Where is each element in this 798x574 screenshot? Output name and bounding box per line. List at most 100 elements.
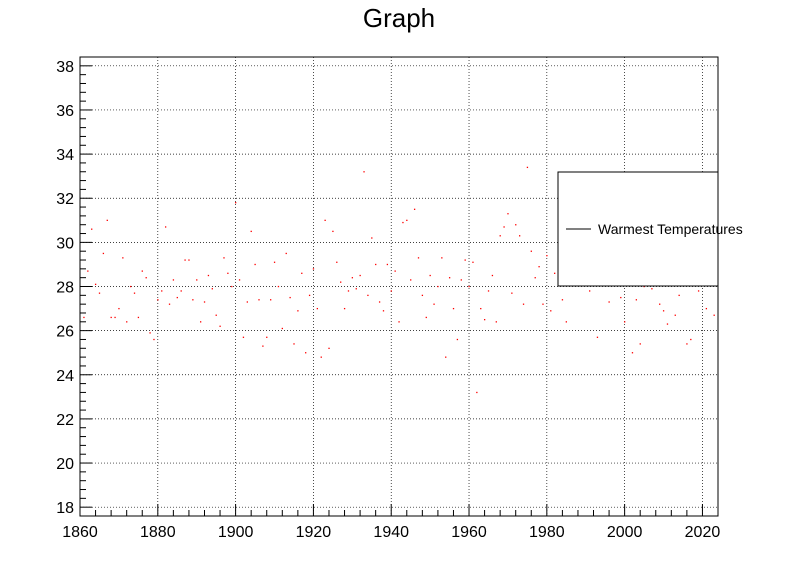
data-point	[678, 294, 680, 297]
data-point	[402, 221, 404, 224]
data-point	[643, 285, 645, 288]
data-point	[674, 314, 676, 316]
data-point	[441, 257, 443, 259]
data-points	[83, 166, 715, 394]
data-point	[196, 279, 198, 281]
data-point	[542, 303, 544, 305]
data-point	[429, 274, 431, 277]
data-point	[332, 230, 334, 233]
data-point	[386, 263, 389, 266]
data-point	[697, 290, 700, 292]
data-point	[231, 285, 233, 288]
data-point	[507, 213, 509, 215]
data-point	[301, 272, 303, 274]
data-point	[87, 270, 89, 272]
data-point	[659, 303, 661, 305]
data-point	[620, 296, 622, 299]
data-point	[448, 277, 451, 279]
data-point	[137, 316, 140, 319]
data-point	[499, 235, 501, 237]
legend-entry-label: Warmest Temperatures	[598, 221, 743, 237]
data-point	[316, 307, 319, 310]
data-point	[270, 299, 272, 301]
data-point	[651, 288, 653, 290]
data-point	[371, 237, 373, 239]
y-tick-label: 32	[56, 191, 74, 208]
data-point	[456, 338, 459, 341]
data-point	[180, 290, 182, 292]
x-tick-label: 1960	[451, 524, 487, 541]
x-tick-label: 2000	[607, 524, 643, 541]
data-point	[437, 285, 439, 288]
data-point	[141, 270, 143, 272]
x-tick-label: 1900	[218, 524, 254, 541]
data-point	[176, 296, 178, 299]
data-point	[235, 202, 237, 204]
data-point	[686, 343, 688, 345]
data-point	[550, 310, 552, 312]
data-point	[188, 259, 190, 261]
data-point	[215, 314, 217, 316]
chart-title: Graph	[363, 3, 435, 33]
data-point	[538, 266, 540, 268]
data-point	[367, 294, 369, 297]
data-point	[480, 307, 482, 310]
data-point	[281, 327, 283, 330]
data-point	[168, 303, 171, 305]
data-point	[118, 307, 120, 310]
data-point	[666, 323, 669, 325]
y-tick-label: 28	[56, 280, 74, 297]
data-point	[133, 292, 136, 294]
data-point	[351, 277, 354, 279]
data-point	[518, 235, 521, 237]
data-point	[417, 257, 420, 259]
data-point	[382, 310, 385, 312]
data-point	[153, 338, 155, 341]
data-point	[375, 263, 377, 266]
data-point	[285, 252, 287, 255]
data-point	[129, 285, 132, 288]
data-point	[472, 261, 474, 263]
data-point	[608, 301, 610, 303]
data-point	[631, 352, 634, 354]
y-tick-label: 38	[56, 59, 74, 76]
data-point	[223, 257, 225, 259]
x-tick-label: 1880	[140, 524, 176, 541]
data-point	[476, 391, 478, 394]
data-point	[312, 268, 315, 270]
data-point	[273, 261, 276, 263]
data-point	[511, 292, 513, 294]
data-point	[157, 299, 159, 301]
data-point	[184, 259, 186, 261]
data-point	[192, 299, 194, 301]
data-point	[347, 290, 350, 292]
data-point	[336, 261, 338, 263]
data-point	[297, 310, 299, 312]
data-point	[406, 219, 408, 221]
data-point	[102, 252, 105, 255]
data-point	[254, 263, 256, 266]
data-point	[522, 303, 525, 305]
data-point	[122, 257, 124, 259]
data-point	[328, 347, 330, 349]
data-point	[207, 274, 210, 277]
x-tick-label: 1860	[62, 524, 98, 541]
data-point	[203, 301, 206, 303]
data-point	[639, 343, 641, 345]
data-point	[565, 321, 567, 323]
data-point	[394, 270, 396, 272]
data-point	[662, 310, 665, 312]
data-point	[534, 277, 536, 279]
data-point	[491, 274, 494, 277]
data-point	[589, 290, 591, 292]
data-point	[561, 299, 564, 301]
data-point	[91, 228, 93, 230]
data-point	[421, 294, 424, 297]
data-point	[624, 321, 626, 323]
data-point	[83, 316, 85, 319]
data-point	[161, 290, 163, 292]
data-point	[413, 208, 416, 210]
data-point	[211, 288, 213, 290]
data-point	[359, 274, 361, 277]
x-tick-label: 1980	[529, 524, 565, 541]
